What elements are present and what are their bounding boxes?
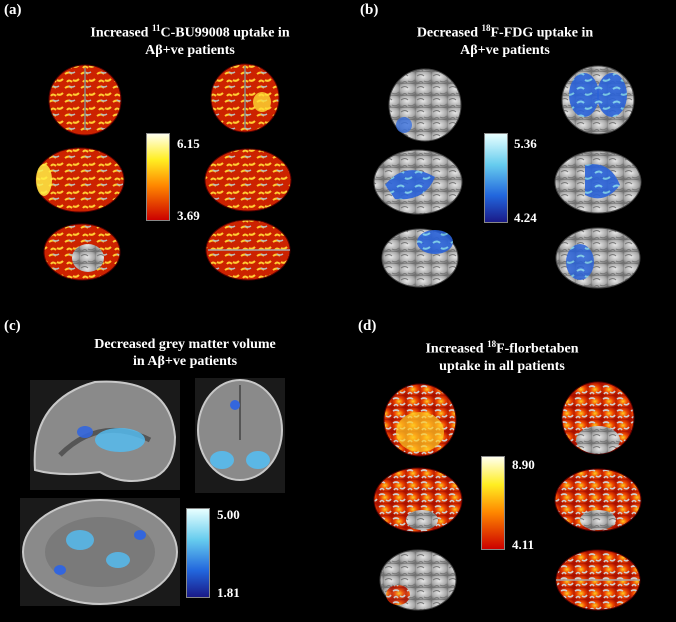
panel-d-cbar-min: 4.11 xyxy=(512,537,535,552)
panel-a-colorbar xyxy=(146,133,170,221)
panel-b-colorbar xyxy=(484,133,508,223)
panel-d-label: (d) xyxy=(358,318,377,334)
panel-b-cbar-min: 4.24 xyxy=(514,210,537,225)
panel-b-title: Decreased 18F-FDG uptake in Aβ+ve patien… xyxy=(416,23,594,58)
panel-c-title: Decreased grey matter volume in Aβ+ve pa… xyxy=(94,337,276,369)
panel-c-colorbar xyxy=(186,508,210,598)
panel-a-title: Increased 11C-BU99008 uptake in Aβ+ve pa… xyxy=(90,23,290,58)
panel-c-label: (c) xyxy=(4,318,21,334)
d-brain-right-lateral xyxy=(554,468,642,532)
panel-b-cbar-max: 5.36 xyxy=(514,136,537,151)
panel-d-title: Increased 18F-florbetaben uptake in all … xyxy=(425,339,579,374)
panel-a-cbar-max: 6.15 xyxy=(177,136,200,151)
panel-c-cbar-max: 5.00 xyxy=(217,507,240,522)
d-brain-left-lateral xyxy=(373,467,463,533)
panel-a-label: (a) xyxy=(4,2,22,18)
panel-a-cbar-min: 3.69 xyxy=(177,208,200,223)
panel-b-label: (b) xyxy=(360,2,379,18)
panel-d-cbar-max: 8.90 xyxy=(512,457,535,472)
panel-d-colorbar xyxy=(481,456,505,550)
a-brain-right-lateral xyxy=(204,148,292,212)
panel-c-cbar-min: 1.81 xyxy=(217,585,240,600)
